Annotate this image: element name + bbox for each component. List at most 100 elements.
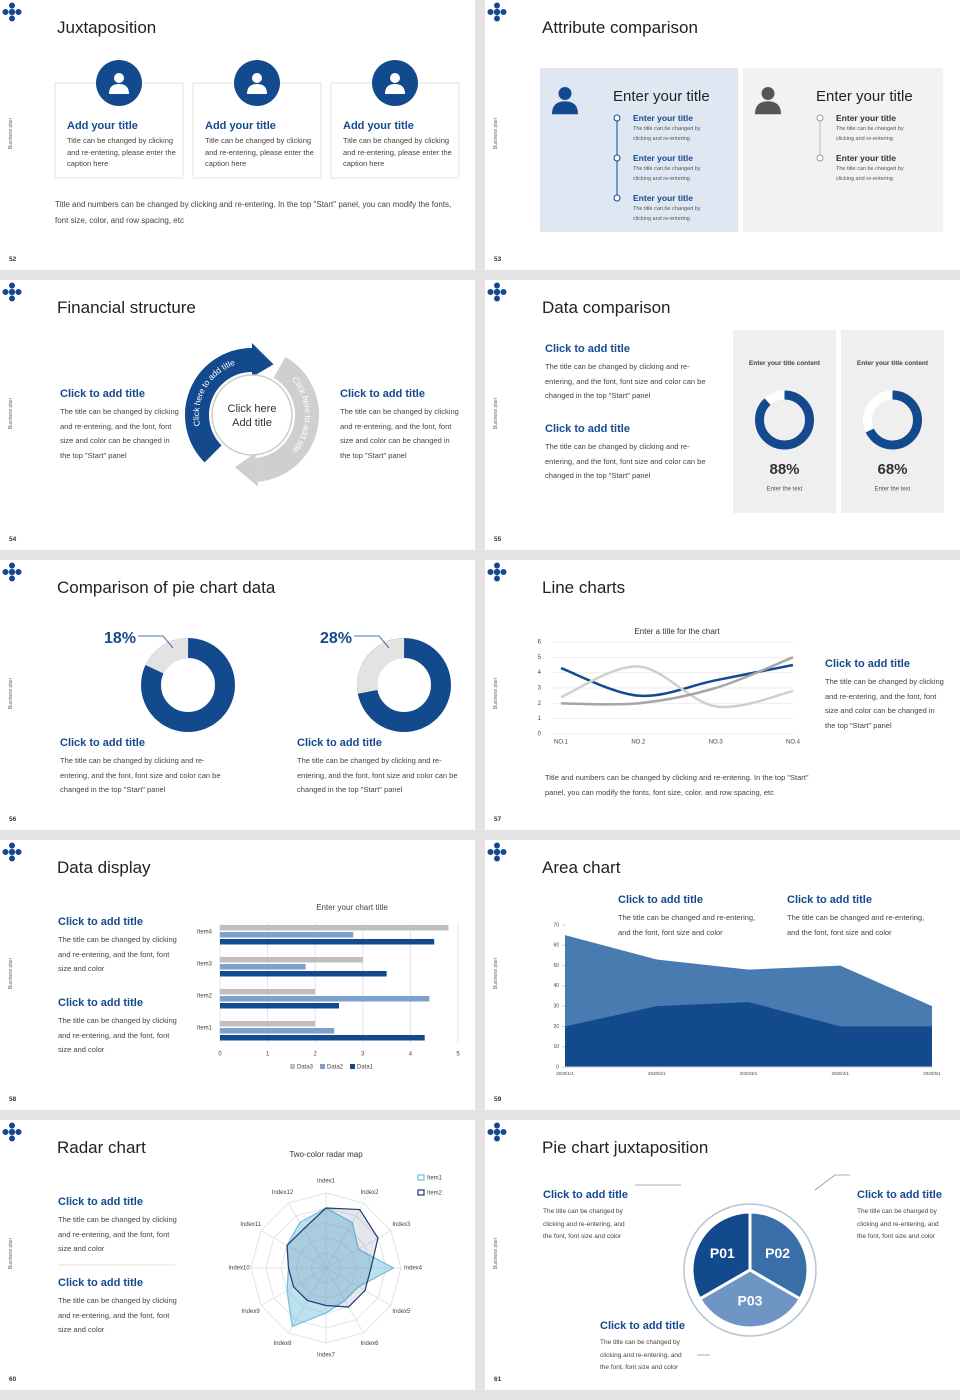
page-number: 53 bbox=[494, 256, 502, 263]
slide-title: Radar chart bbox=[57, 1138, 146, 1157]
block-title: Click to add title bbox=[58, 1277, 143, 1289]
x-tick-label: NO.4 bbox=[786, 740, 801, 746]
arc-gray bbox=[255, 356, 319, 482]
gauge-arc bbox=[755, 390, 814, 450]
center-text: Add title bbox=[232, 417, 272, 429]
bar bbox=[220, 1021, 316, 1027]
logo bbox=[487, 1129, 494, 1135]
logo bbox=[494, 562, 500, 569]
logo bbox=[494, 855, 500, 862]
block-title: Click to add title bbox=[58, 997, 143, 1009]
logo bbox=[493, 288, 501, 296]
page-number: 61 bbox=[494, 1376, 502, 1383]
item-title: Enter your title bbox=[836, 113, 896, 123]
legend-swatch bbox=[290, 1064, 295, 1069]
chart-title: Enter your chart title bbox=[316, 903, 388, 912]
brand: Business plan bbox=[493, 118, 499, 150]
x-tick-label: 0 bbox=[218, 1052, 222, 1058]
bar bbox=[220, 957, 363, 963]
block-title: Click to add title bbox=[787, 894, 872, 906]
y-tick-label: Item4 bbox=[197, 930, 213, 936]
y-tick-label: 0 bbox=[538, 732, 542, 738]
note: Title and numbers can be changed by clic… bbox=[55, 200, 452, 225]
logo bbox=[9, 2, 15, 9]
x-tick-label: 4 bbox=[409, 1052, 413, 1058]
logo bbox=[8, 8, 16, 16]
page-number: 56 bbox=[9, 816, 17, 823]
logo bbox=[494, 282, 500, 289]
slide-title: Attribute comparison bbox=[542, 18, 698, 37]
logo bbox=[487, 849, 494, 855]
slide: Two-color radar map Index1 Index2 Index3 Ind… bbox=[0, 1120, 475, 1390]
logo bbox=[9, 1135, 15, 1142]
icon-body bbox=[552, 101, 578, 115]
logo bbox=[2, 849, 9, 855]
y-tick-label: 3 bbox=[538, 686, 542, 692]
slide-title: Financial structure bbox=[57, 298, 196, 317]
logo bbox=[9, 562, 15, 569]
radar-label: Index8 bbox=[273, 1341, 292, 1347]
block-title: Click to add title bbox=[297, 737, 382, 749]
brand: Business plan bbox=[8, 958, 14, 990]
timeline-dot bbox=[816, 154, 824, 162]
leader bbox=[354, 635, 390, 649]
gauge-title: Enter your title content bbox=[856, 360, 929, 367]
donut-label: 18% bbox=[104, 630, 136, 647]
segment-label: P03 bbox=[738, 1293, 763, 1309]
radar-series bbox=[286, 1207, 379, 1308]
logo bbox=[2, 569, 9, 575]
legend-label: Data2 bbox=[327, 1065, 344, 1071]
legend-swatch bbox=[320, 1064, 325, 1069]
item-title: Enter your title bbox=[836, 153, 896, 163]
radar-label: Index7 bbox=[317, 1353, 336, 1359]
timeline-dot bbox=[816, 114, 824, 122]
radar-label: Index1 bbox=[317, 1179, 336, 1185]
block-text: The title can be changed by clicking and… bbox=[58, 1296, 177, 1334]
gauge-box bbox=[841, 330, 944, 513]
icon-body bbox=[755, 101, 781, 115]
gauge-caption: Enter the text bbox=[875, 487, 911, 493]
logo bbox=[493, 1128, 501, 1136]
x-tick-label: 2020/3/1 bbox=[740, 1071, 758, 1076]
slide-graphics: Enter a title for the chart 0 1 2 3 4 5 6 NO.1 NO… bbox=[487, 562, 801, 746]
logo bbox=[493, 8, 501, 16]
x-tick-label: 3 bbox=[361, 1052, 365, 1058]
slide: 18% 28% Business plan 56 Comparison of pie c… bbox=[0, 560, 475, 830]
logo bbox=[8, 568, 16, 576]
block-text: The title can be changed by clicking and… bbox=[543, 1208, 625, 1240]
logo bbox=[500, 9, 507, 15]
icon-body bbox=[385, 84, 405, 94]
gauge-value: 88% bbox=[769, 461, 799, 478]
item-title: Enter your title bbox=[633, 153, 693, 163]
legend-label: Item1 bbox=[427, 1176, 443, 1182]
icon-body bbox=[109, 84, 129, 94]
card-title: Add your title bbox=[205, 120, 276, 132]
logo bbox=[8, 288, 16, 296]
y-tick-label: 50 bbox=[553, 963, 559, 969]
x-tick-label: NO.3 bbox=[709, 740, 724, 746]
slide-title: Area chart bbox=[542, 858, 621, 877]
logo bbox=[2, 1129, 9, 1135]
donut-segment bbox=[141, 638, 236, 732]
item-text: The title can be changed by clicking and… bbox=[836, 166, 904, 182]
y-tick-label: 20 bbox=[553, 1024, 559, 1030]
radar-label: Index11 bbox=[240, 1222, 262, 1228]
radar-label: Index9 bbox=[242, 1309, 261, 1315]
block-text: The title can be changed by clicking and… bbox=[600, 1339, 682, 1371]
radar-label: Index3 bbox=[392, 1222, 411, 1228]
logo bbox=[9, 295, 15, 302]
gauge-caption: Enter the text bbox=[767, 487, 803, 493]
block-text: The title can be changed by clicking and… bbox=[857, 1208, 939, 1240]
block-title: Click to add title bbox=[600, 1320, 685, 1332]
logo bbox=[494, 575, 500, 582]
radar-label: Index12 bbox=[272, 1190, 294, 1196]
logo bbox=[500, 289, 507, 295]
y-tick-label: 6 bbox=[538, 640, 542, 646]
y-tick-label: 1 bbox=[538, 716, 542, 722]
arrow-blue bbox=[252, 343, 274, 377]
item-text: The title can be changed by clicking and… bbox=[836, 126, 904, 142]
brand: Business plan bbox=[493, 398, 499, 430]
bar bbox=[220, 996, 430, 1002]
logo bbox=[8, 1128, 16, 1136]
